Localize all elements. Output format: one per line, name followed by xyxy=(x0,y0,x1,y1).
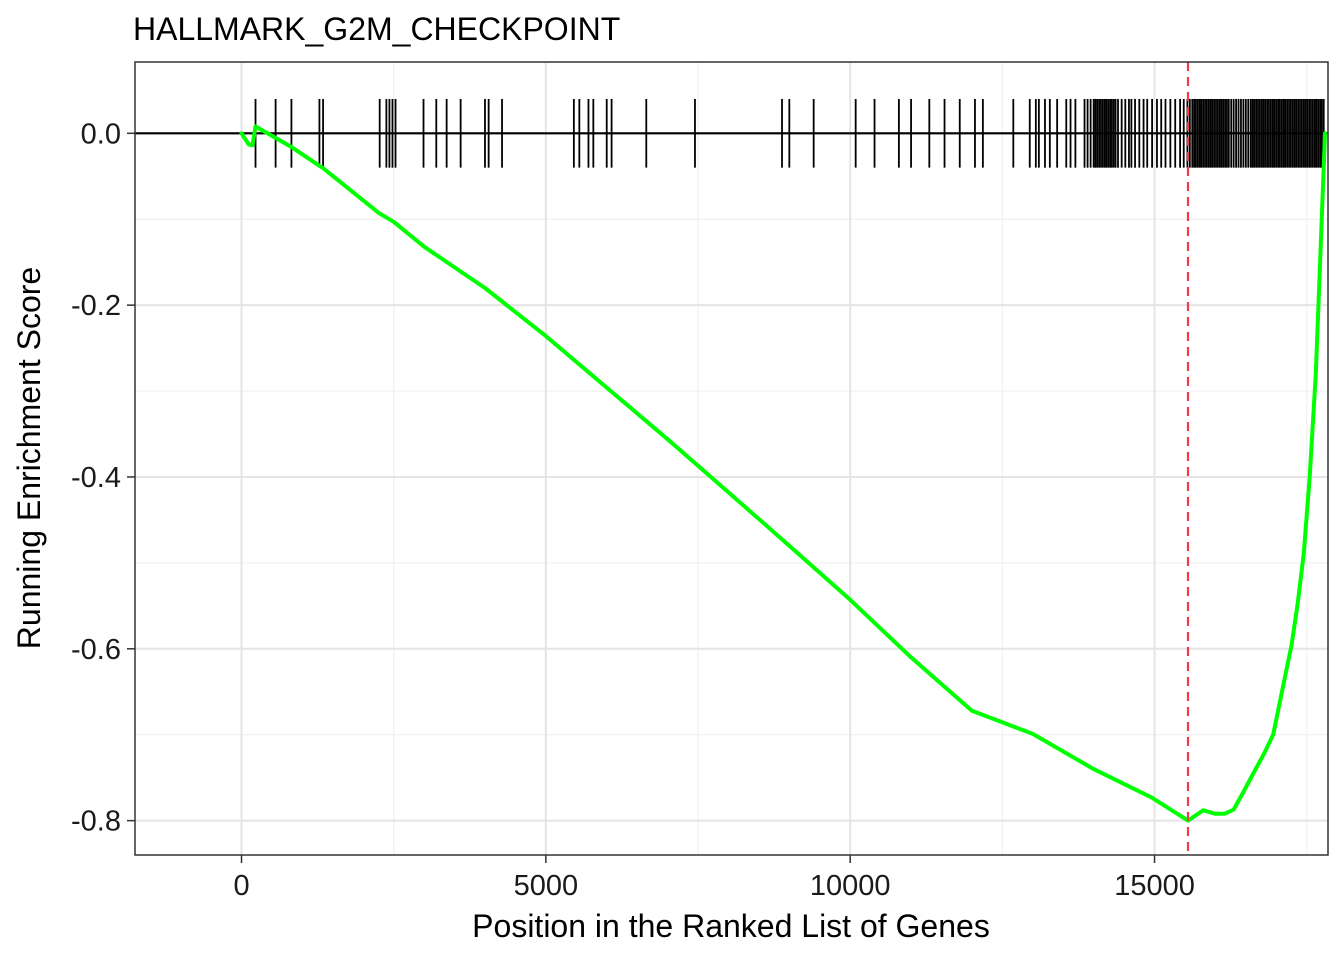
gene-hit-ticks xyxy=(254,98,1325,168)
x-axis-ticks: 0 5000 10000 15000 xyxy=(233,855,1195,902)
y-tick-label: -0.8 xyxy=(71,806,121,838)
minor-gridlines xyxy=(135,62,1328,855)
x-tick-label: 0 xyxy=(233,870,249,902)
x-tick-label: 15000 xyxy=(1114,870,1195,902)
y-axis-title: Running Enrichment Score xyxy=(11,267,47,649)
x-tick-label: 10000 xyxy=(810,870,891,902)
running-enrichment-curve xyxy=(239,124,1327,823)
plot-panel-border xyxy=(134,61,1329,856)
y-tick-label: 0.0 xyxy=(81,118,121,150)
plot-panel-background xyxy=(135,62,1328,855)
x-tick-label: 5000 xyxy=(514,870,579,902)
y-axis-ticks: 0.0 -0.2 -0.4 -0.6 -0.8 xyxy=(71,118,135,838)
chart-title: HALLMARK_G2M_CHECKPOINT xyxy=(133,11,620,47)
y-tick-label: -0.2 xyxy=(71,290,121,322)
y-tick-label: -0.4 xyxy=(71,462,121,494)
x-axis-title: Position in the Ranked List of Genes xyxy=(472,908,990,944)
y-tick-label: -0.6 xyxy=(71,634,121,666)
